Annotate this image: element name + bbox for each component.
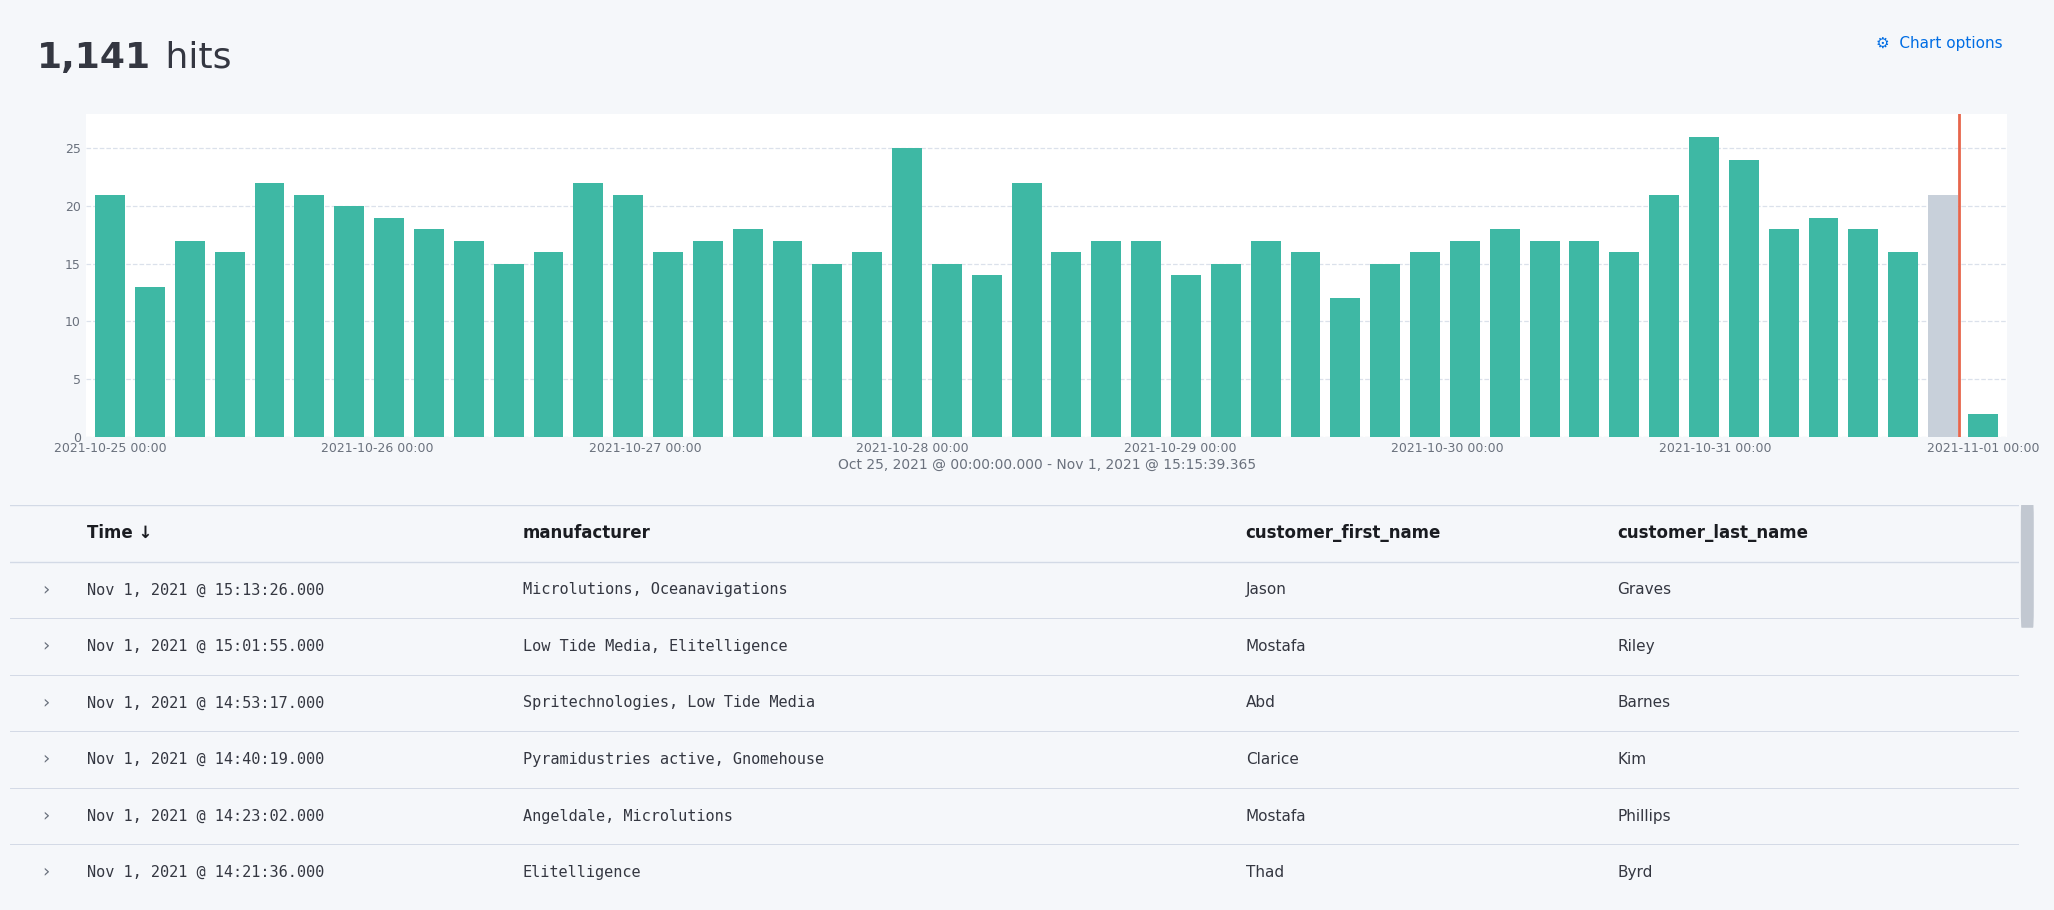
Text: Spritechnologies, Low Tide Media: Spritechnologies, Low Tide Media [522, 695, 815, 711]
Text: Nov 1, 2021 @ 14:40:19.000: Nov 1, 2021 @ 14:40:19.000 [86, 752, 325, 767]
Bar [733, 229, 762, 437]
Bar [454, 240, 483, 437]
Bar [1649, 195, 1678, 437]
Bar [1013, 183, 1041, 437]
Bar [1569, 240, 1600, 437]
Bar [772, 240, 803, 437]
Text: Phillips: Phillips [1616, 809, 1672, 824]
Text: ›: › [43, 751, 49, 769]
Text: hits: hits [154, 41, 232, 75]
FancyBboxPatch shape [2021, 501, 2033, 628]
Text: 1,141: 1,141 [37, 41, 152, 75]
Bar [1411, 252, 1440, 437]
Bar [1091, 240, 1121, 437]
Text: Mostafa: Mostafa [1245, 639, 1306, 654]
Text: Pyramidustries active, Gnomehouse: Pyramidustries active, Gnomehouse [522, 752, 824, 767]
Bar [1290, 252, 1321, 437]
Text: Riley: Riley [1616, 639, 1656, 654]
Bar [891, 148, 922, 437]
Bar [1052, 252, 1080, 437]
Bar [1688, 136, 1719, 437]
Text: ›: › [43, 864, 49, 882]
Text: Byrd: Byrd [1616, 865, 1653, 880]
Text: Nov 1, 2021 @ 14:21:36.000: Nov 1, 2021 @ 14:21:36.000 [86, 865, 325, 880]
Bar [94, 195, 125, 437]
Bar [1808, 217, 1838, 437]
Text: manufacturer: manufacturer [522, 524, 651, 542]
Text: Time ↓: Time ↓ [86, 524, 152, 542]
Bar [614, 195, 643, 437]
Bar [1132, 240, 1161, 437]
Bar [1610, 252, 1639, 437]
Text: Angeldale, Microlutions: Angeldale, Microlutions [522, 809, 733, 824]
Bar [1968, 414, 1999, 437]
Bar [1450, 240, 1479, 437]
Bar [415, 229, 444, 437]
Bar [573, 183, 604, 437]
Bar [1729, 160, 1758, 437]
Bar [813, 264, 842, 437]
Text: ›: › [43, 694, 49, 712]
Bar [1251, 240, 1280, 437]
Text: Thad: Thad [1245, 865, 1284, 880]
Text: Low Tide Media, Elitelligence: Low Tide Media, Elitelligence [522, 639, 787, 654]
Text: Nov 1, 2021 @ 15:13:26.000: Nov 1, 2021 @ 15:13:26.000 [86, 582, 325, 597]
Text: Nov 1, 2021 @ 15:01:55.000: Nov 1, 2021 @ 15:01:55.000 [86, 639, 325, 654]
Bar [374, 217, 405, 437]
Bar [1331, 298, 1360, 437]
Bar [933, 264, 961, 437]
Bar [534, 252, 563, 437]
Text: Elitelligence: Elitelligence [522, 865, 641, 880]
Bar [294, 195, 325, 437]
Bar [852, 252, 881, 437]
Text: Graves: Graves [1616, 582, 1672, 597]
Text: Barnes: Barnes [1616, 695, 1670, 711]
Text: Clarice: Clarice [1245, 752, 1298, 767]
Bar [1849, 229, 1877, 437]
Bar [175, 240, 205, 437]
Bar [493, 264, 524, 437]
Text: ›: › [43, 807, 49, 825]
Bar [1888, 252, 1918, 437]
Bar [972, 275, 1002, 437]
Bar [692, 240, 723, 437]
Text: Nov 1, 2021 @ 14:53:17.000: Nov 1, 2021 @ 14:53:17.000 [86, 695, 325, 711]
Text: Abd: Abd [1245, 695, 1276, 711]
Text: ›: › [43, 637, 49, 655]
Bar [216, 252, 244, 437]
Bar [1212, 264, 1241, 437]
Text: customer_first_name: customer_first_name [1245, 524, 1442, 542]
Bar [1370, 264, 1401, 437]
Text: Mostafa: Mostafa [1245, 809, 1306, 824]
Bar [255, 183, 286, 437]
Bar [1489, 229, 1520, 437]
Bar [1530, 240, 1559, 437]
Text: ›: › [43, 581, 49, 599]
Bar [653, 252, 682, 437]
Bar [136, 287, 164, 437]
Bar [1768, 229, 1799, 437]
Text: Microlutions, Oceanavigations: Microlutions, Oceanavigations [522, 582, 787, 597]
Bar [1929, 195, 1957, 437]
Text: Jason: Jason [1245, 582, 1286, 597]
Text: Nov 1, 2021 @ 14:23:02.000: Nov 1, 2021 @ 14:23:02.000 [86, 809, 325, 824]
Text: customer_last_name: customer_last_name [1616, 524, 1808, 542]
Text: Kim: Kim [1616, 752, 1647, 767]
Bar [1171, 275, 1202, 437]
Text: Oct 25, 2021 @ 00:00:00.000 - Nov 1, 2021 @ 15:15:39.365: Oct 25, 2021 @ 00:00:00.000 - Nov 1, 202… [838, 458, 1257, 471]
Text: ⚙  Chart options: ⚙ Chart options [1875, 36, 2003, 51]
Bar [335, 206, 364, 437]
